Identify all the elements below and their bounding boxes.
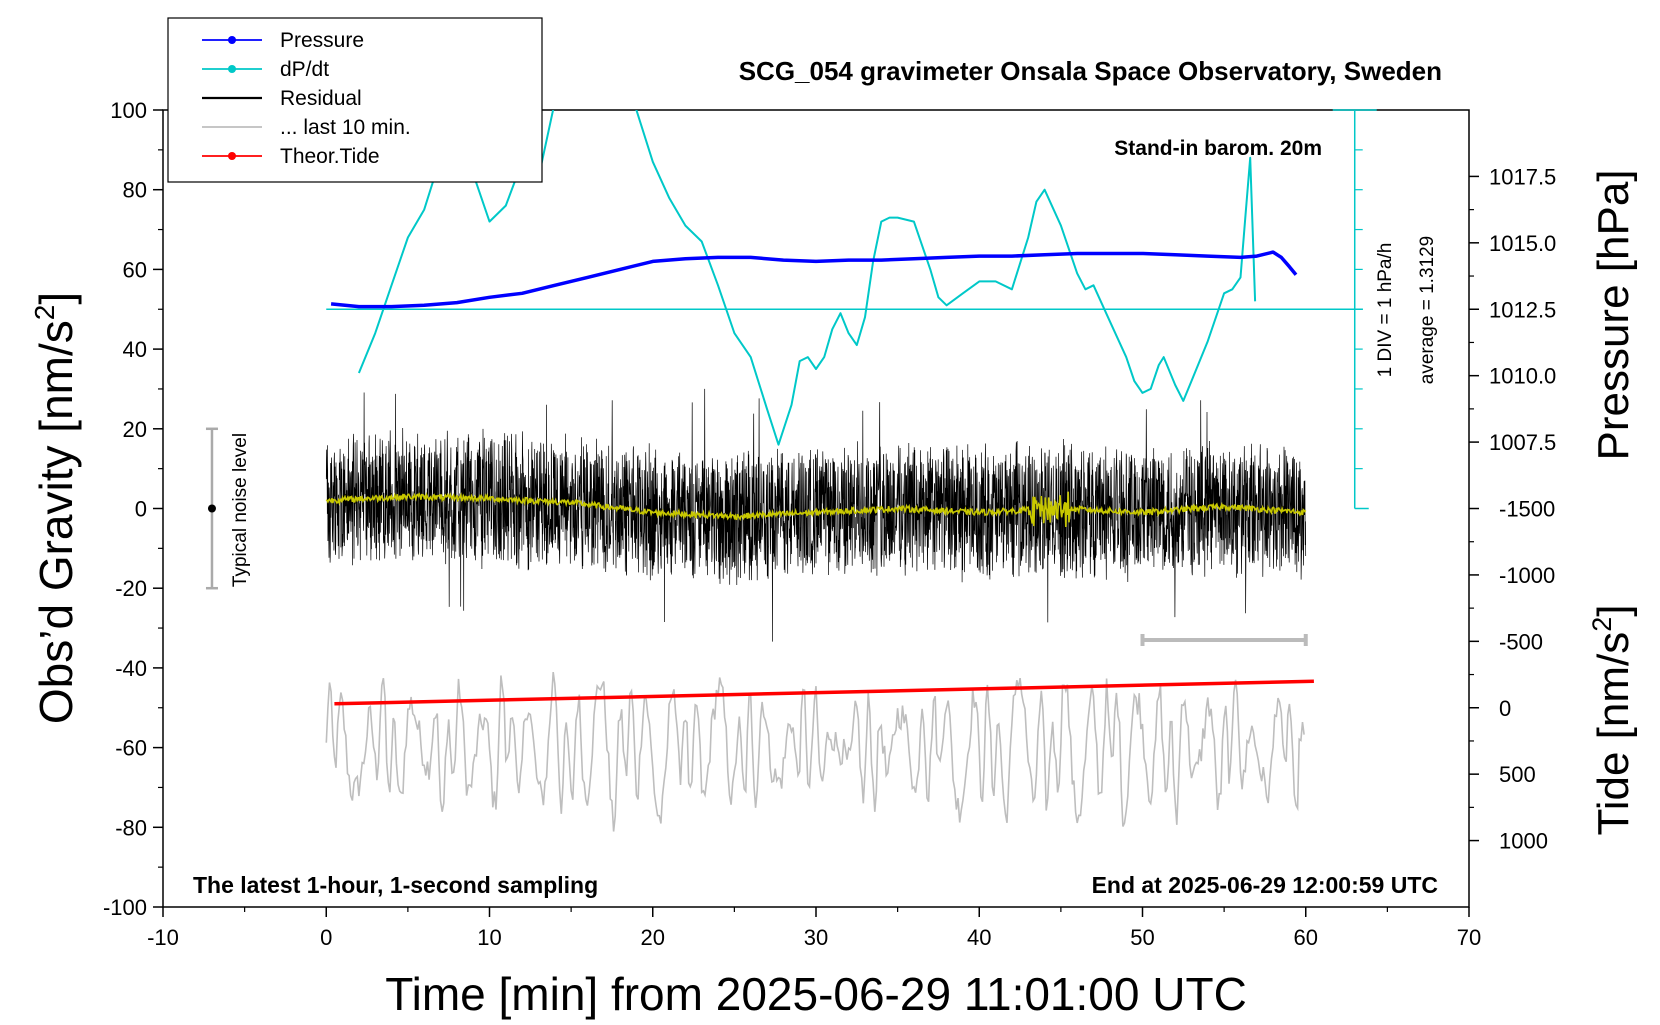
y-tick-label: 40 [123,337,147,362]
tide-axis-title-end: ] [1589,604,1638,616]
tide-axis-title-exp: 2 [1587,617,1617,632]
y-tick-label: 0 [135,497,147,522]
tide-tick-label: 500 [1499,762,1536,787]
y-axis-title-base: Obs’d Gravity [nm/s [30,320,82,724]
tide-tick-label: -1500 [1499,497,1555,522]
residual-line [325,388,1307,642]
legend-label: ... last 10 min. [280,116,411,139]
pressure-series [330,250,1298,309]
x-tick-label: 70 [1457,925,1481,950]
chart-title: SCG_054 gravimeter Onsala Space Observat… [739,56,1442,86]
noise-level-label: Typical noise level [230,433,251,587]
residual-mean-line [325,491,1307,528]
x-tick-label: 60 [1294,925,1318,950]
x-tick-label: -10 [147,925,179,950]
y-tick-label: 60 [123,257,147,282]
legend-label: Pressure [280,29,364,52]
tide-tick-label: 1000 [1499,829,1548,854]
last-10-min-series [325,671,1305,832]
legend-label: Theor.Tide [280,145,380,168]
x-tick-label: 0 [320,925,332,950]
pressure-tick-label: 1007.5 [1489,430,1556,455]
x-tick-label: 10 [477,925,501,950]
tide-axis-ticks: 1000 500 0 -500 -1000 -1500 [1469,497,1555,854]
tide-tick-label: -500 [1499,629,1543,654]
legend-marker [228,36,236,44]
dpdt-series [326,110,1363,446]
y-tick-label: -100 [103,895,147,920]
legend-marker [228,65,236,73]
residual-series [325,388,1307,642]
y-tick-label: 80 [123,178,147,203]
tide-series [334,679,1314,706]
tide-tick-label: 0 [1499,696,1511,721]
dpdt-line [357,110,1257,446]
y-axis-title-end: ] [30,292,82,305]
y-tick-label: -80 [115,815,147,840]
pressure-tick-label: 1012.5 [1489,297,1556,322]
x-tick-label: 20 [641,925,665,950]
pressure-tick-label: 1017.5 [1489,164,1556,189]
last-10-min-line [325,671,1305,832]
bottom-left-note: The latest 1-hour, 1-second sampling [193,872,598,898]
noise-bar-dot [207,504,216,513]
dpdt-scale-label: 1 DIV = 1 hPa/h [1375,243,1396,378]
bottom-right-note: End at 2025-06-29 12:00:59 UTC [1092,872,1438,898]
pressure-axis-ticks: 1017.5 1015.0 1012.5 1010.0 1007.5 [1469,164,1556,455]
legend-label: dP/dt [280,58,329,81]
pressure-axis-title: Pressure [hPa] [1589,169,1638,460]
y-tick-label: 100 [110,98,147,123]
pressure-line [330,250,1298,309]
x-tick-label: 30 [804,925,828,950]
x-tick-label: 50 [1130,925,1154,950]
pressure-tick-label: 1015.0 [1489,231,1556,256]
legend-label: Residual [280,87,362,110]
legend: Pressure dP/dt Residual ... last 10 min. The… [167,17,543,183]
y-tick-label: -40 [115,656,147,681]
y-axis-title-exp: 2 [29,305,60,321]
legend-marker [228,152,236,160]
tide-line [334,679,1314,706]
x-tick-label: 40 [967,925,991,950]
annotation-marks [205,109,1377,647]
tide-axis-title: Tide [nm/s2] [1587,604,1638,835]
dpdt-average-label: average = 1.3129 [1417,236,1438,384]
x-axis-ticks: -10 0 10 20 30 40 50 60 70 [147,907,1481,950]
y-axis-title: Obs’d Gravity [nm/s2] [29,292,82,724]
pressure-tick-label: 1010.0 [1489,364,1556,389]
y-tick-label: -20 [115,576,147,601]
x-axis-title: Time [min] from 2025-06-29 11:01:00 UTC [385,968,1247,1020]
tide-tick-label: -1000 [1499,563,1555,588]
tide-axis-title-base: Tide [nm/s [1589,632,1638,836]
y-axis-ticks: 100 80 60 40 20 0 -20 -40 -60 -80 -100 [103,98,163,920]
y-tick-label: 20 [123,417,147,442]
y-tick-label: -60 [115,736,147,761]
residual-mean-series [325,491,1307,528]
barometer-label: Stand-in barom. 20m [1114,137,1322,160]
